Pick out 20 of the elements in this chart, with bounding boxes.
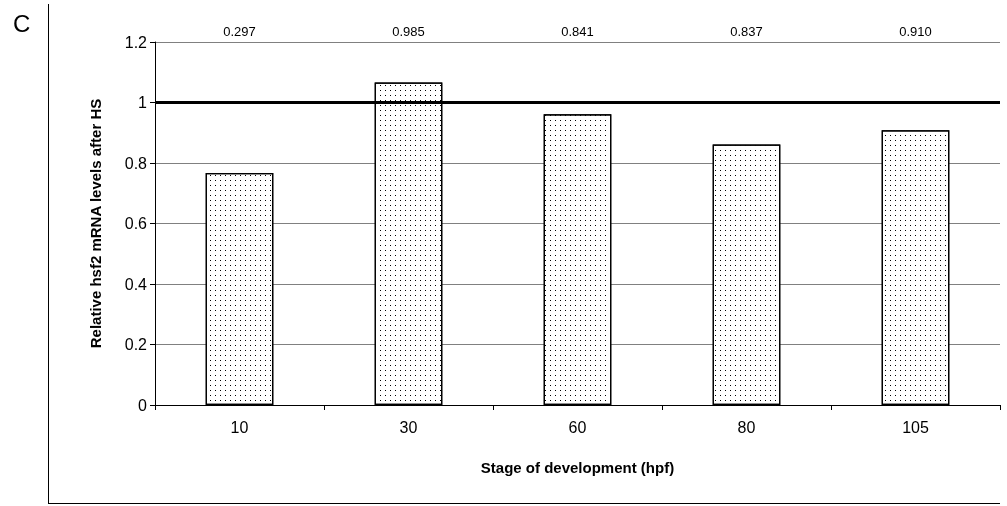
y-tick-label: 0.6	[124, 215, 148, 232]
y-tick-label: 0	[138, 396, 148, 414]
x-tick-label: 30	[399, 418, 418, 436]
text: 0.910	[899, 24, 932, 39]
x-axis-title: Stage of development (hpf)	[480, 459, 675, 476]
text: 0.841	[561, 24, 594, 39]
y-axis-title: Relative hsf2 mRNA levels after HS	[87, 98, 104, 349]
y-tick-label: 1	[138, 94, 148, 111]
text: C	[13, 9, 31, 37]
x-tick-label: 10	[230, 418, 249, 436]
x-tick-label: 80	[737, 418, 756, 436]
text: 0.297	[223, 24, 256, 39]
y-tick-label: 0.8	[124, 154, 148, 172]
y-tick-label: 0.4	[124, 275, 148, 293]
x-tick-label: 105	[902, 418, 929, 436]
text: 0.837	[730, 24, 763, 39]
y-tick-label: 0.2	[124, 336, 148, 353]
x-tick-label: 60	[568, 418, 587, 436]
text: 0.985	[392, 24, 425, 39]
y-tick-label: 1.2	[124, 33, 148, 51]
